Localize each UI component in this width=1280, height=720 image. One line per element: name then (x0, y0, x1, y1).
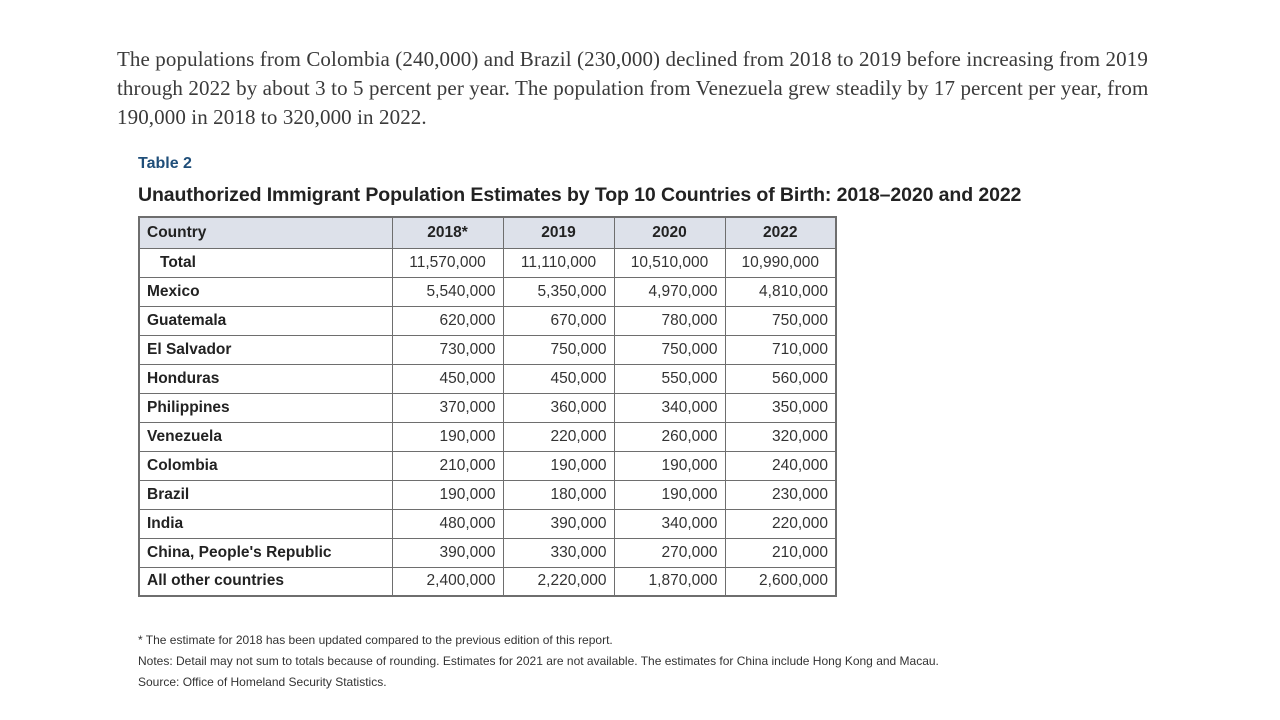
cell-2019: 330,000 (502, 537, 615, 568)
cell-2019: 2,220,000 (502, 566, 615, 597)
cell-2019: 180,000 (502, 479, 615, 510)
cell-2022: 320,000 (724, 421, 837, 452)
table-row: El Salvador 730,000 750,000 750,000 710,… (138, 334, 837, 365)
cell-2020: 780,000 (613, 305, 726, 336)
header-2019: 2019 (502, 216, 615, 249)
row-country: Mexico (138, 276, 393, 307)
cell-2020: 550,000 (613, 363, 726, 394)
cell-2022: 10,990,000 (724, 247, 837, 278)
cell-2019: 190,000 (502, 450, 615, 481)
row-country: All other countries (138, 566, 393, 597)
header-2018: 2018* (391, 216, 504, 249)
table-row: Brazil 190,000 180,000 190,000 230,000 (138, 479, 837, 510)
cell-2020: 190,000 (613, 479, 726, 510)
cell-2020: 1,870,000 (613, 566, 726, 597)
row-country: Venezuela (138, 421, 393, 452)
cell-2018: 620,000 (391, 305, 504, 336)
cell-2018: 730,000 (391, 334, 504, 365)
cell-2018: 11,570,000 (391, 247, 504, 278)
row-country: El Salvador (138, 334, 393, 365)
table-row: Mexico 5,540,000 5,350,000 4,970,000 4,8… (138, 276, 837, 307)
cell-2019: 670,000 (502, 305, 615, 336)
cell-2020: 340,000 (613, 392, 726, 423)
cell-2020: 340,000 (613, 508, 726, 539)
cell-2019: 390,000 (502, 508, 615, 539)
cell-2022: 350,000 (724, 392, 837, 423)
cell-2018: 210,000 (391, 450, 504, 481)
cell-2022: 210,000 (724, 537, 837, 568)
cell-2018: 450,000 (391, 363, 504, 394)
table-title: Unauthorized Immigrant Population Estima… (138, 184, 1022, 206)
cell-2022: 2,600,000 (724, 566, 837, 597)
table-row: China, People's Republic 390,000 330,000… (138, 537, 837, 568)
row-country: Philippines (138, 392, 393, 423)
cell-2019: 360,000 (502, 392, 615, 423)
cell-2020: 750,000 (613, 334, 726, 365)
cell-2018: 5,540,000 (391, 276, 504, 307)
cell-2020: 4,970,000 (613, 276, 726, 307)
table-row: Honduras 450,000 450,000 550,000 560,000 (138, 363, 837, 394)
intro-paragraph: The populations from Colombia (240,000) … (117, 47, 1149, 129)
cell-2020: 270,000 (613, 537, 726, 568)
header-2020: 2020 (613, 216, 726, 249)
cell-2022: 560,000 (724, 363, 837, 394)
row-country: Honduras (138, 363, 393, 394)
row-country: Guatemala (138, 305, 393, 336)
row-country: Colombia (138, 450, 393, 481)
cell-2018: 370,000 (391, 392, 504, 423)
cell-2019: 5,350,000 (502, 276, 615, 307)
cell-2019: 750,000 (502, 334, 615, 365)
source-footnote: Source: Office of Homeland Security Stat… (138, 675, 387, 689)
table-row: Guatemala 620,000 670,000 780,000 750,00… (138, 305, 837, 336)
cell-2019: 450,000 (502, 363, 615, 394)
table-row: Colombia 210,000 190,000 190,000 240,000 (138, 450, 837, 481)
row-country: China, People's Republic (138, 537, 393, 568)
cell-2022: 750,000 (724, 305, 837, 336)
cell-2018: 480,000 (391, 508, 504, 539)
cell-2018: 190,000 (391, 421, 504, 452)
asterisk-footnote: * The estimate for 2018 has been updated… (138, 633, 613, 647)
cell-2020: 260,000 (613, 421, 726, 452)
cell-2018: 390,000 (391, 537, 504, 568)
table-label: Table 2 (138, 155, 192, 172)
cell-2018: 2,400,000 (391, 566, 504, 597)
cell-2020: 190,000 (613, 450, 726, 481)
cell-2022: 4,810,000 (724, 276, 837, 307)
table-row-total: Total 11,570,000 11,110,000 10,510,000 1… (138, 247, 837, 278)
table-row: India 480,000 390,000 340,000 220,000 (138, 508, 837, 539)
table-row: Philippines 370,000 360,000 340,000 350,… (138, 392, 837, 423)
row-country: Total (138, 247, 393, 278)
header-country: Country (138, 216, 393, 249)
cell-2022: 240,000 (724, 450, 837, 481)
row-country: Brazil (138, 479, 393, 510)
cell-2022: 710,000 (724, 334, 837, 365)
cell-2022: 230,000 (724, 479, 837, 510)
cell-2020: 10,510,000 (613, 247, 726, 278)
table-row: All other countries 2,400,000 2,220,000 … (138, 566, 837, 597)
notes-footnote: Notes: Detail may not sum to totals beca… (138, 654, 939, 668)
footnotes: * The estimate for 2018 has been updated… (138, 630, 939, 693)
cell-2018: 190,000 (391, 479, 504, 510)
table-row: Venezuela 190,000 220,000 260,000 320,00… (138, 421, 837, 452)
header-2022: 2022 (724, 216, 837, 249)
cell-2019: 220,000 (502, 421, 615, 452)
row-country: India (138, 508, 393, 539)
table-header-row: Country 2018* 2019 2020 2022 (138, 216, 837, 249)
cell-2019: 11,110,000 (502, 247, 615, 278)
population-table: Country 2018* 2019 2020 2022 Total 11,57… (138, 216, 837, 597)
cell-2022: 220,000 (724, 508, 837, 539)
